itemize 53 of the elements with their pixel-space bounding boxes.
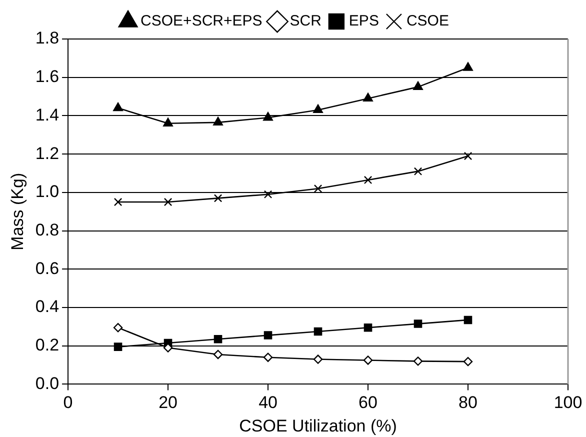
x-tick-label: 60 [358, 393, 378, 412]
y-tick-label: 0.8 [35, 220, 60, 240]
y-tick-label: 1.0 [35, 182, 60, 202]
point [114, 198, 122, 206]
point [464, 316, 472, 324]
y-tick-label: 0.6 [35, 258, 60, 278]
point [463, 356, 473, 366]
point [164, 198, 172, 206]
point [363, 356, 373, 365]
point [163, 118, 173, 126]
x-axis-title: CSOE Utilization (%) [239, 416, 397, 436]
x-tick-label: 0 [63, 393, 73, 412]
point [313, 354, 323, 364]
legend-label: SCR [290, 12, 322, 30]
legend-label: CSOE+SCR+EPS [140, 12, 262, 30]
y-tick-label: 0.4 [35, 297, 60, 316]
point [463, 62, 473, 71]
legend-label: EPS [348, 12, 379, 30]
y-tick-label: 1.4 [35, 105, 60, 124]
point [464, 152, 472, 160]
point [264, 331, 272, 340]
y-tick-label: 1.6 [35, 67, 60, 86]
point [213, 116, 223, 126]
point [113, 323, 123, 332]
point [264, 190, 272, 198]
point [364, 323, 372, 332]
point [364, 176, 372, 184]
point [214, 194, 222, 202]
point [163, 343, 173, 352]
point [214, 334, 222, 344]
point [414, 320, 422, 328]
x-tick-label: 100 [554, 393, 582, 412]
point [113, 102, 123, 112]
y-tick-label: 1.2 [35, 144, 60, 163]
point [363, 92, 373, 102]
point [263, 352, 273, 362]
point [414, 167, 422, 176]
point [313, 104, 323, 114]
x-tick-label: 40 [258, 393, 278, 412]
x-tick-label: 20 [158, 393, 178, 412]
point [213, 350, 223, 360]
y-tick-label: 0.0 [35, 374, 60, 393]
point [413, 81, 423, 90]
y-tick-label: 0.2 [35, 336, 60, 355]
y-tick-label: 1.8 [35, 28, 60, 48]
point [314, 327, 322, 336]
point [114, 342, 122, 351]
point [413, 356, 423, 366]
x-tick-label: 80 [458, 393, 478, 412]
point [314, 184, 322, 193]
y-axis-title: Mass (Kg) [8, 172, 27, 250]
point [263, 112, 273, 121]
legend-label: CSOE [406, 12, 449, 30]
